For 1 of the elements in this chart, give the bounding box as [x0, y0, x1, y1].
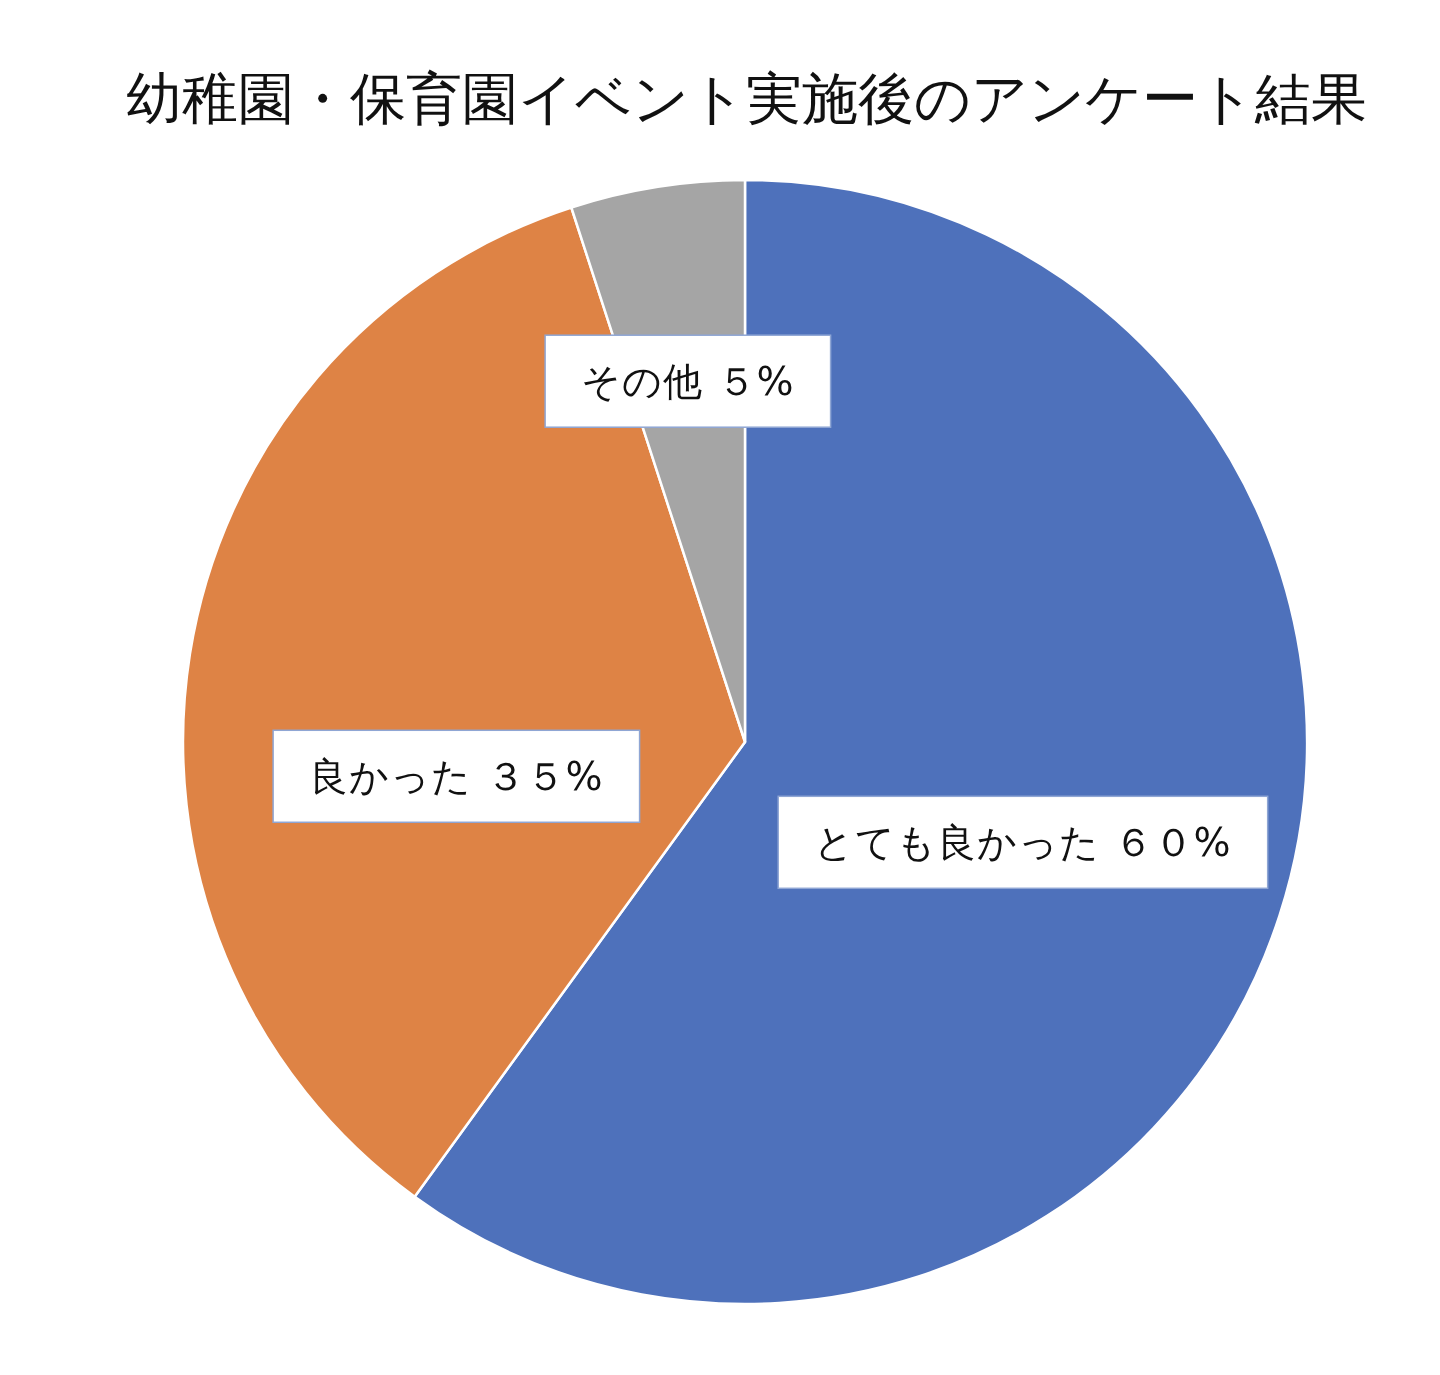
- title: 幼稚園・保育園イベント実施後のアンケート結果: [125, 68, 1367, 130]
